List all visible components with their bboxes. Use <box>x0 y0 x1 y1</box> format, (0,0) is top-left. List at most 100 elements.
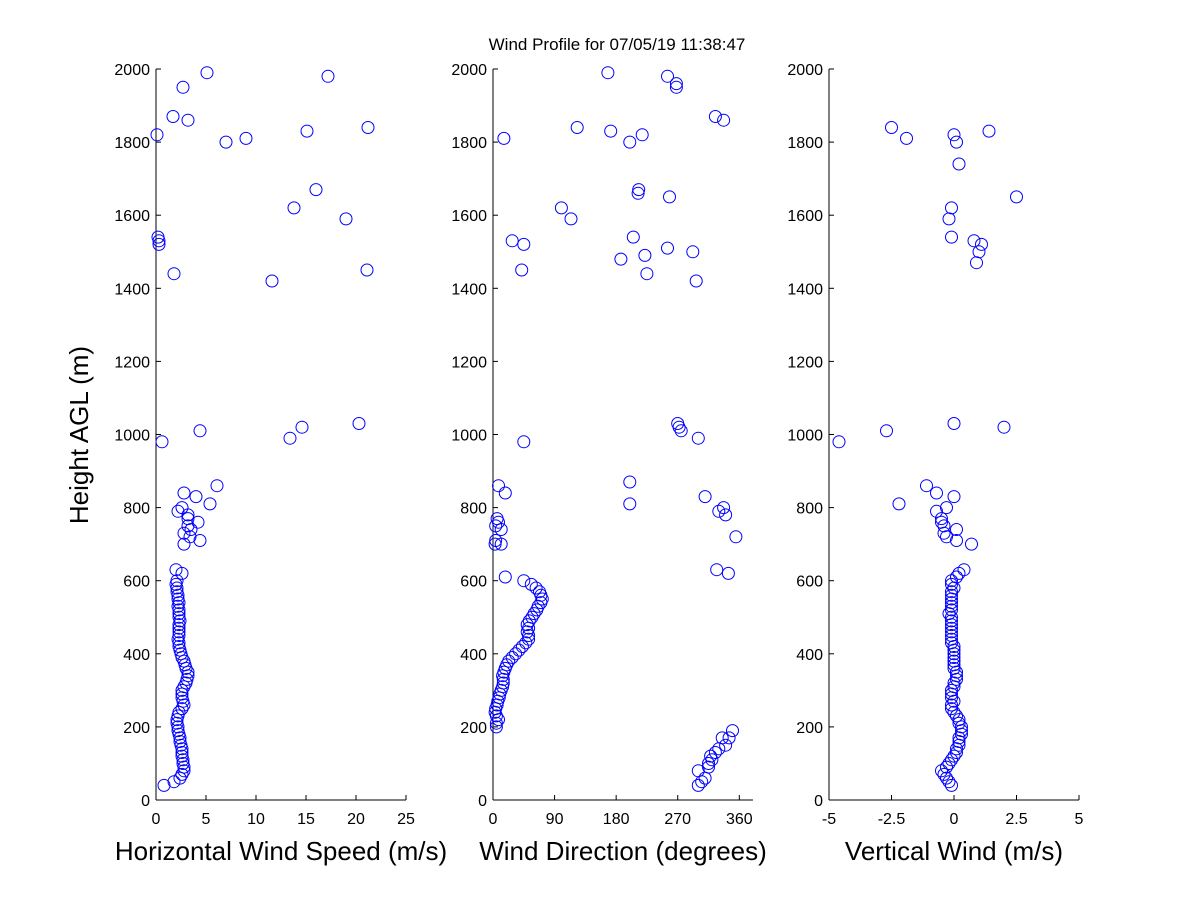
data-point <box>189 490 203 504</box>
data-point <box>170 585 184 599</box>
y-tick-label: 400 <box>123 647 150 664</box>
data-point <box>945 698 958 712</box>
data-point <box>623 475 637 489</box>
x-tick-label: 5 <box>1075 811 1084 828</box>
data-point <box>945 625 958 639</box>
y-tick-label: 1000 <box>787 428 823 445</box>
data-point <box>150 128 164 142</box>
data-point <box>940 501 953 515</box>
data-point <box>721 566 735 580</box>
data-point <box>937 526 951 540</box>
data-points <box>488 66 743 792</box>
y-tick-label: 200 <box>460 720 487 737</box>
data-point <box>531 599 545 613</box>
data-point <box>674 424 688 438</box>
data-point <box>712 742 726 756</box>
data-point <box>885 121 898 134</box>
data-point <box>955 720 968 734</box>
data-point <box>361 121 375 134</box>
data-point <box>498 570 512 584</box>
data-point <box>219 135 233 149</box>
data-point <box>726 724 739 738</box>
data-point <box>352 417 366 430</box>
data-point <box>940 771 953 785</box>
data-point <box>689 274 703 288</box>
data-point <box>640 267 654 281</box>
y-tick-label: 200 <box>123 720 150 737</box>
data-point <box>715 731 729 745</box>
data-point <box>177 537 191 551</box>
data-point <box>957 563 971 577</box>
y-tick-label: 1600 <box>451 208 487 225</box>
data-point <box>517 237 531 251</box>
y-tick-label: 0 <box>141 793 150 810</box>
y-tick-label: 400 <box>460 647 487 664</box>
data-point <box>176 80 190 94</box>
x-tick-label: -2.5 <box>878 811 906 828</box>
data-point <box>930 486 943 500</box>
data-point <box>935 764 948 778</box>
data-point <box>950 709 963 723</box>
y-tick-label: 1600 <box>787 208 823 225</box>
data-point <box>940 760 953 774</box>
data-point <box>169 563 183 577</box>
data-point <box>945 588 958 602</box>
data-points <box>832 121 1023 792</box>
data-point <box>172 625 186 639</box>
data-point <box>952 566 966 580</box>
data-point <box>509 647 523 661</box>
data-point <box>489 534 503 547</box>
y-tick-label: 1400 <box>787 281 823 298</box>
data-point <box>200 66 214 80</box>
data-point <box>554 201 568 215</box>
data-point <box>691 778 705 792</box>
y-tick-label: 600 <box>123 574 150 591</box>
data-point <box>570 121 584 134</box>
data-point <box>360 263 374 277</box>
data-point <box>490 512 504 526</box>
data-point <box>497 131 511 145</box>
data-point <box>170 716 184 730</box>
data-point <box>171 504 185 518</box>
data-point <box>698 490 712 504</box>
data-point <box>975 237 988 251</box>
data-point <box>710 563 724 577</box>
data-point <box>945 614 958 628</box>
data-point <box>729 530 743 544</box>
data-point <box>950 135 963 149</box>
data-point <box>533 585 546 599</box>
data-point <box>947 694 961 708</box>
data-point <box>671 417 685 430</box>
y-tick-label: 1200 <box>451 354 487 371</box>
data-point <box>172 629 186 642</box>
data-point <box>210 479 224 493</box>
data-point <box>712 504 726 518</box>
data-point <box>505 234 519 248</box>
data-point <box>892 497 906 511</box>
data-point <box>489 720 503 734</box>
y-tick-label: 2000 <box>787 62 823 79</box>
y-tick-label: 400 <box>796 647 823 664</box>
data-point <box>945 636 958 650</box>
x-tick-label: 10 <box>247 811 265 828</box>
x-tick-label: 360 <box>726 811 753 828</box>
data-point <box>942 775 956 789</box>
data-point <box>527 607 541 621</box>
y-tick-label: 800 <box>460 501 487 518</box>
data-point <box>947 661 961 675</box>
data-point <box>172 610 186 624</box>
data-point <box>717 113 731 127</box>
data-point <box>175 746 189 759</box>
data-point <box>175 501 189 515</box>
data-point <box>947 128 961 142</box>
data-point <box>945 632 958 646</box>
data-point <box>181 113 195 127</box>
data-point <box>517 435 531 449</box>
y-axis-label: Height AGL (m) <box>64 346 94 524</box>
data-point <box>529 581 543 595</box>
y-tick-label: 0 <box>814 793 823 810</box>
data-point <box>972 245 986 259</box>
data-point <box>947 581 961 595</box>
